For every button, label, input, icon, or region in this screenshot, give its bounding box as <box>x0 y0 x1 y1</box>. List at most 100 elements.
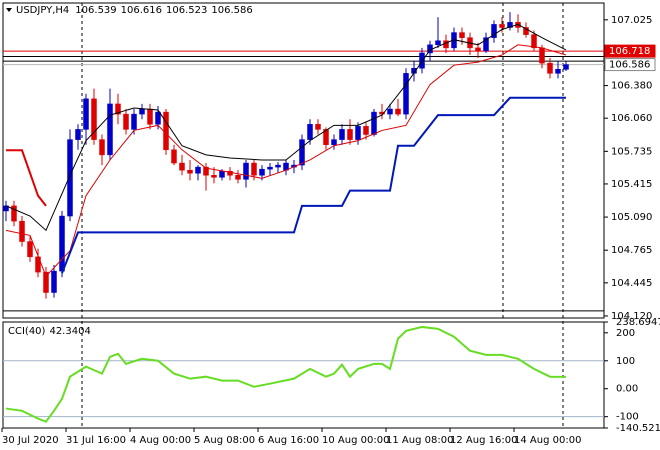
overlay-line <box>61 96 566 274</box>
last-open: 106.539 <box>75 5 116 16</box>
candle-body <box>147 108 153 125</box>
candle-body <box>347 129 353 140</box>
candle-body <box>211 175 217 178</box>
overlay-line <box>6 149 47 207</box>
indicator-header: CCI(40) 42.3404 <box>8 326 91 337</box>
x-tick-label: 5 Aug 08:00 <box>194 435 255 446</box>
candle-body <box>491 24 497 38</box>
candle-body <box>243 162 249 180</box>
y-tick-label: 107.025 <box>611 15 652 26</box>
price-tag-label: 106.586 <box>609 60 650 71</box>
candle-body <box>523 27 529 35</box>
candle-body <box>43 271 49 293</box>
candle-body <box>187 169 193 174</box>
candle-body <box>11 205 17 222</box>
symbol: USDJPY,H4 <box>16 5 69 16</box>
x-tick-label: 14 Aug 00:00 <box>514 435 581 446</box>
candle-body <box>555 69 561 74</box>
candle-body <box>371 111 377 135</box>
indicator-name: CCI(40) <box>8 326 46 337</box>
y-tick-label: 104.445 <box>611 278 652 289</box>
candle-body <box>99 139 105 156</box>
indicator-last: 42.3404 <box>49 326 90 337</box>
marks: 107.025 106.380 106.060 105.735 105.415 105.0… <box>1 12 660 446</box>
candle-body <box>531 34 537 49</box>
overlay-line <box>5 23 567 232</box>
candle-body <box>403 73 409 115</box>
y-tick-label: 105.090 <box>611 212 652 223</box>
x-tick-label: 6 Aug 16:00 <box>258 435 319 446</box>
y-tick-label: 105.415 <box>611 179 652 190</box>
y2-tick-label: -140.5215 <box>616 423 660 434</box>
price-tag <box>604 58 656 72</box>
candle-body <box>259 168 265 176</box>
candle-body <box>27 241 33 258</box>
x-tick-label: 30 Jul 2020 <box>2 435 59 446</box>
candle-body <box>131 113 137 130</box>
candle-body <box>483 37 489 52</box>
price-tag <box>604 44 656 58</box>
candle-body <box>355 126 361 140</box>
candle-body <box>275 164 281 168</box>
x-tick-label: 10 Aug 00:00 <box>322 435 389 446</box>
candle-body <box>219 170 225 178</box>
y-tick-label: 106.060 <box>611 113 652 124</box>
candle-body <box>195 166 201 174</box>
candle-body <box>139 108 145 115</box>
candle-body <box>339 129 345 140</box>
candle-body <box>203 166 209 176</box>
y-tick-label: 104.765 <box>611 245 652 256</box>
last-close: 106.586 <box>211 5 252 16</box>
price-tag-label: 106.718 <box>609 46 650 57</box>
candle-body <box>435 40 441 46</box>
x-tick-label: 4 Aug 00:00 <box>130 435 191 446</box>
x-tick-label: 12 Aug 16:00 <box>450 435 517 446</box>
candle-body <box>51 270 57 293</box>
candle-body <box>115 103 121 115</box>
candle-body <box>267 166 273 170</box>
candle-body <box>459 32 465 38</box>
candle-body <box>19 220 25 242</box>
y2-tick-label: -100 <box>616 412 639 423</box>
menu-icon <box>6 8 12 12</box>
candle-body <box>331 139 337 145</box>
last-low: 106.523 <box>166 5 207 16</box>
candle-body <box>395 108 401 115</box>
candle-body <box>163 111 169 151</box>
y-tick-label: 106.380 <box>611 81 652 92</box>
y2-tick-label: 200 <box>616 328 635 339</box>
x-tick-label: 11 Aug 08:00 <box>386 435 453 446</box>
candle-body <box>547 62 553 74</box>
candle-body <box>59 215 65 272</box>
candle-body <box>387 108 393 115</box>
candle-body <box>323 129 329 145</box>
overlay-line <box>5 44 567 278</box>
y2-tick-label: 100 <box>616 356 635 367</box>
candle-body <box>227 170 233 176</box>
candle-body <box>499 24 505 28</box>
y2-tick-label: 238.6947 <box>616 317 660 328</box>
candle-body <box>91 98 97 140</box>
candle-body <box>171 149 177 164</box>
candle-body <box>251 162 257 176</box>
indicator-panel <box>2 321 605 429</box>
y-tick-label: 105.735 <box>611 146 652 157</box>
candle-body <box>235 175 241 180</box>
candle-body <box>179 162 185 171</box>
candle-body <box>315 124 321 130</box>
candle-body <box>123 113 129 130</box>
y-tick-label: 104.120 <box>611 311 652 322</box>
chart-header: USDJPY,H4 106.539 106.616 106.523 106.586 <box>16 5 253 16</box>
candle-body <box>307 124 313 140</box>
x-tick-label: 31 Jul 16:00 <box>66 435 126 446</box>
last-high: 106.616 <box>121 5 162 16</box>
candle-body <box>299 139 305 166</box>
candle-body <box>75 129 81 140</box>
separators <box>81 3 564 428</box>
candle-body <box>67 139 73 217</box>
candle-body <box>379 111 385 115</box>
candle-body <box>563 64 569 70</box>
y2-tick-label: 0.00 <box>616 384 638 395</box>
candle-body <box>155 111 161 125</box>
